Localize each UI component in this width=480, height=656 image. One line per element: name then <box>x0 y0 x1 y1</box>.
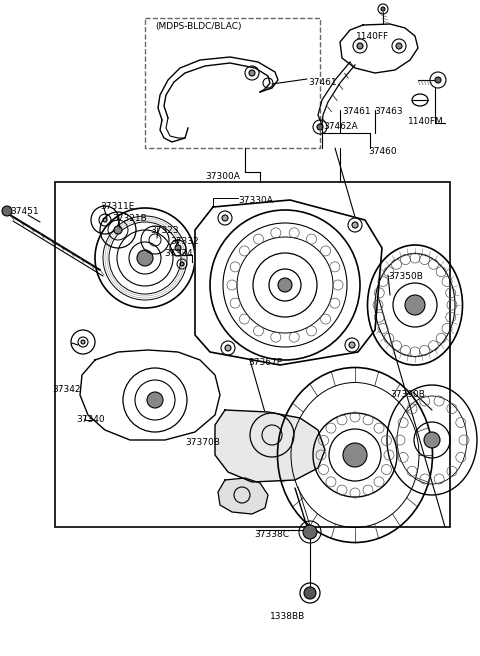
Circle shape <box>435 77 441 83</box>
Circle shape <box>180 262 184 266</box>
Bar <box>55 182 450 527</box>
Text: 37332: 37332 <box>170 237 199 246</box>
Circle shape <box>304 587 316 599</box>
Circle shape <box>381 7 385 11</box>
Text: 37311E: 37311E <box>100 202 134 211</box>
Circle shape <box>303 525 317 539</box>
Text: 37463: 37463 <box>374 107 403 116</box>
Circle shape <box>317 124 323 130</box>
Circle shape <box>175 245 181 251</box>
Circle shape <box>349 342 355 348</box>
Text: 37367E: 37367E <box>248 358 282 367</box>
Polygon shape <box>218 478 268 514</box>
Circle shape <box>114 226 122 234</box>
Text: 37321B: 37321B <box>112 214 147 223</box>
Circle shape <box>343 443 367 467</box>
Circle shape <box>249 70 255 76</box>
Circle shape <box>81 340 85 344</box>
Text: 37462A: 37462A <box>323 122 358 131</box>
Text: 37451: 37451 <box>10 207 38 216</box>
Text: 37338C: 37338C <box>254 530 289 539</box>
Circle shape <box>147 392 163 408</box>
Text: 37340: 37340 <box>76 415 105 424</box>
Circle shape <box>396 43 402 49</box>
Text: 37300A: 37300A <box>205 172 240 181</box>
Bar <box>145 18 320 148</box>
Circle shape <box>225 345 231 351</box>
Circle shape <box>137 250 153 266</box>
Text: 1140FF: 1140FF <box>356 32 389 41</box>
Text: 37460: 37460 <box>368 147 396 156</box>
Text: 37334: 37334 <box>164 249 192 258</box>
Circle shape <box>103 218 107 222</box>
Text: 37330A: 37330A <box>238 196 273 205</box>
Text: 37350B: 37350B <box>388 272 423 281</box>
Circle shape <box>405 295 425 315</box>
Text: 1338BB: 1338BB <box>270 612 305 621</box>
Text: 37323: 37323 <box>150 226 179 235</box>
Polygon shape <box>195 200 382 365</box>
Circle shape <box>222 215 228 221</box>
Circle shape <box>352 222 358 228</box>
Polygon shape <box>80 350 220 440</box>
Text: 37370B: 37370B <box>185 438 220 447</box>
Text: 37342: 37342 <box>52 385 81 394</box>
Text: 37461: 37461 <box>342 107 371 116</box>
Circle shape <box>278 278 292 292</box>
Circle shape <box>424 432 440 448</box>
Text: 1140FM: 1140FM <box>408 117 444 126</box>
Polygon shape <box>215 410 325 482</box>
Text: (MDPS-BLDC/BLAC): (MDPS-BLDC/BLAC) <box>155 22 241 31</box>
Circle shape <box>2 206 12 216</box>
Circle shape <box>357 43 363 49</box>
Text: 37390B: 37390B <box>390 390 425 399</box>
Text: 37461: 37461 <box>308 78 336 87</box>
